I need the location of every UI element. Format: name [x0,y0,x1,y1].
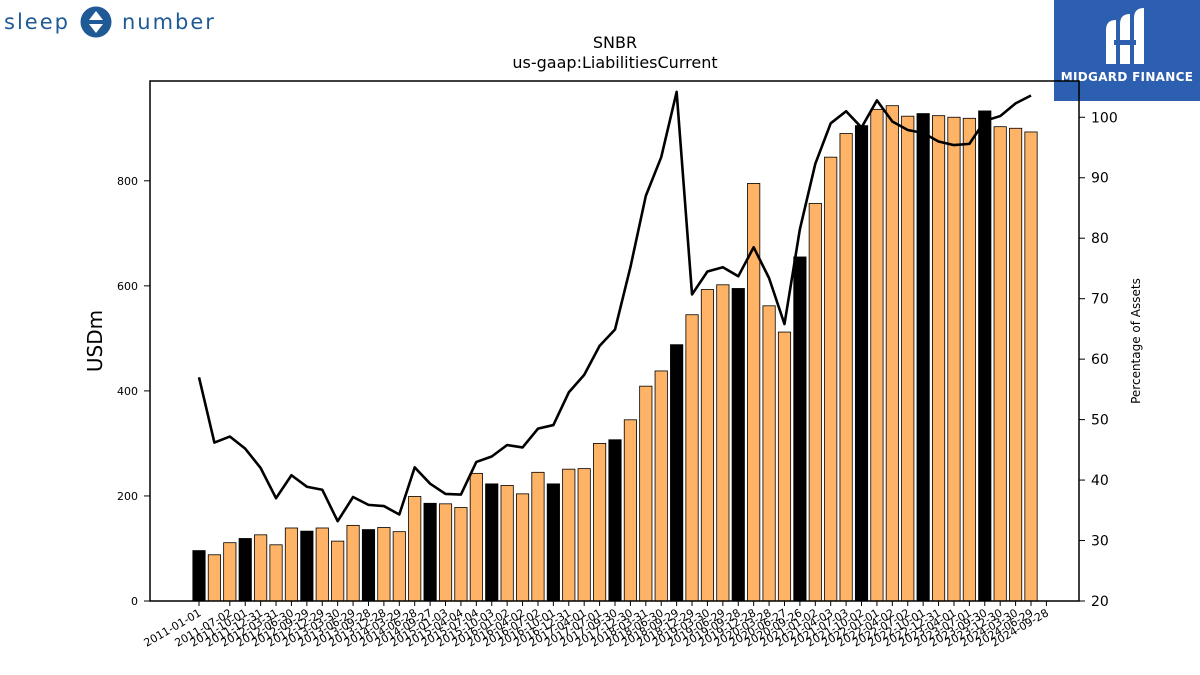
bar-2023-07-01 [962,117,976,602]
bar-2011-12-31 [254,534,268,602]
y2-tick-label: 80 [1091,231,1109,247]
bar-2014-06-28 [408,496,422,602]
bar-2018-09-29 [670,344,684,602]
bar-2014-03-29 [392,531,406,602]
bar-2021-10-02 [854,125,869,602]
y-tick-label: 200 [117,490,138,503]
bar-2021-01-02 [808,202,822,602]
bar-2015-01-03 [438,503,453,602]
y2-tick-label: 50 [1091,413,1109,429]
y2-tick-label: 30 [1091,534,1109,550]
bar-2013-09-28 [361,529,376,602]
bar-2012-06-30 [284,527,299,602]
y2-tick-label: 40 [1091,473,1109,489]
bar-2020-03-28 [762,305,776,602]
bar-2022-04-02 [885,105,899,602]
bar-2019-03-30 [700,289,715,602]
x-axis: 2011-01-012011-07-022011-10-012011-12-31… [142,601,1051,650]
bar-2011-07-02 [223,542,237,602]
bar-2017-07-01 [593,443,607,602]
bar-2023-12-30 [993,126,1007,602]
bar-2014-09-27 [423,502,437,602]
bar-2016-12-31 [562,468,576,602]
bar-2016-01-02 [500,485,514,602]
bar-2018-12-29 [685,314,699,602]
bar-2019-09-28 [731,288,745,602]
bar-2024-06-29 [1024,131,1038,602]
y-axis-label: USDm [83,310,107,372]
y2-tick-label: 70 [1091,292,1109,308]
bar-2016-07-02 [531,471,545,602]
bar-2016-10-01 [546,483,560,602]
bar-2013-06-29 [346,524,360,602]
bar-2020-06-27 [777,331,792,602]
chart-title: SNBR [593,33,637,52]
bar-2012-09-29 [300,530,314,602]
midgard-finance-logo: MIDGARD FINANCE [1054,0,1200,101]
bar-2011-10-01 [238,538,252,602]
bar-2012-03-31 [269,544,283,602]
y2-tick-label: 60 [1091,352,1109,368]
bar-2017-12-30 [623,419,637,602]
bar-2012-12-29 [315,527,329,602]
bar-2022-10-01 [916,113,930,602]
bar-2015-04-04 [454,507,468,602]
pct-assets-line [197,90,1032,523]
chart-subtitle: us-gaap:LiabilitiesCurrent [512,53,717,72]
bar-2016-04-02 [515,493,530,602]
bars-group [192,105,1038,602]
y-tick-label: 0 [131,595,138,608]
bar-2023-04-01 [947,116,961,602]
y2-axis-label: Percentage of Assets [1129,278,1143,404]
logo-word-number: number [121,10,216,34]
bar-2022-12-31 [931,115,946,602]
y2-tick-label: 100 [1091,110,1118,126]
y-axis-right: 20 30 40 50 60 70 80 90 100 [1079,110,1118,610]
bar-2013-12-28 [377,527,391,602]
y-tick-label: 800 [117,175,138,188]
y2-tick-label: 90 [1091,171,1109,187]
bar-2019-06-29 [716,284,730,602]
bar-2013-03-30 [331,540,345,602]
bar-2018-03-31 [639,385,653,602]
bar-2023-09-30 [978,110,992,602]
bar-2011-04-02 [207,554,221,602]
y-tick-label: 400 [117,385,138,398]
pct-line-group [197,90,1032,523]
bar-2022-07-02 [901,115,915,602]
midgard-m-icon [1106,8,1144,64]
bar-2011-01-01 [192,550,206,602]
bar-2017-04-01 [577,468,591,602]
midgard-finance-text: MIDGARD FINANCE [1060,70,1194,84]
bar-2018-06-30 [654,370,668,602]
bar-2015-10-03 [485,483,499,602]
logo-word-sleep: sleep [4,10,70,34]
bar-2020-09-26 [793,256,807,602]
sleep-number-logo: sleep number [4,2,216,42]
bar-2015-07-04 [469,472,483,602]
bar-2024-03-30 [1009,127,1023,602]
diamond-arrows-icon [80,6,112,38]
y-axis-left: 0 200 400 600 800 [117,175,150,608]
bar-2017-09-30 [608,439,622,602]
y-tick-label: 600 [117,280,138,293]
bar-2021-04-03 [824,156,838,602]
bar-2022-01-01 [870,108,884,602]
y2-tick-label: 20 [1091,594,1109,610]
bar-2021-07-03 [839,133,853,602]
